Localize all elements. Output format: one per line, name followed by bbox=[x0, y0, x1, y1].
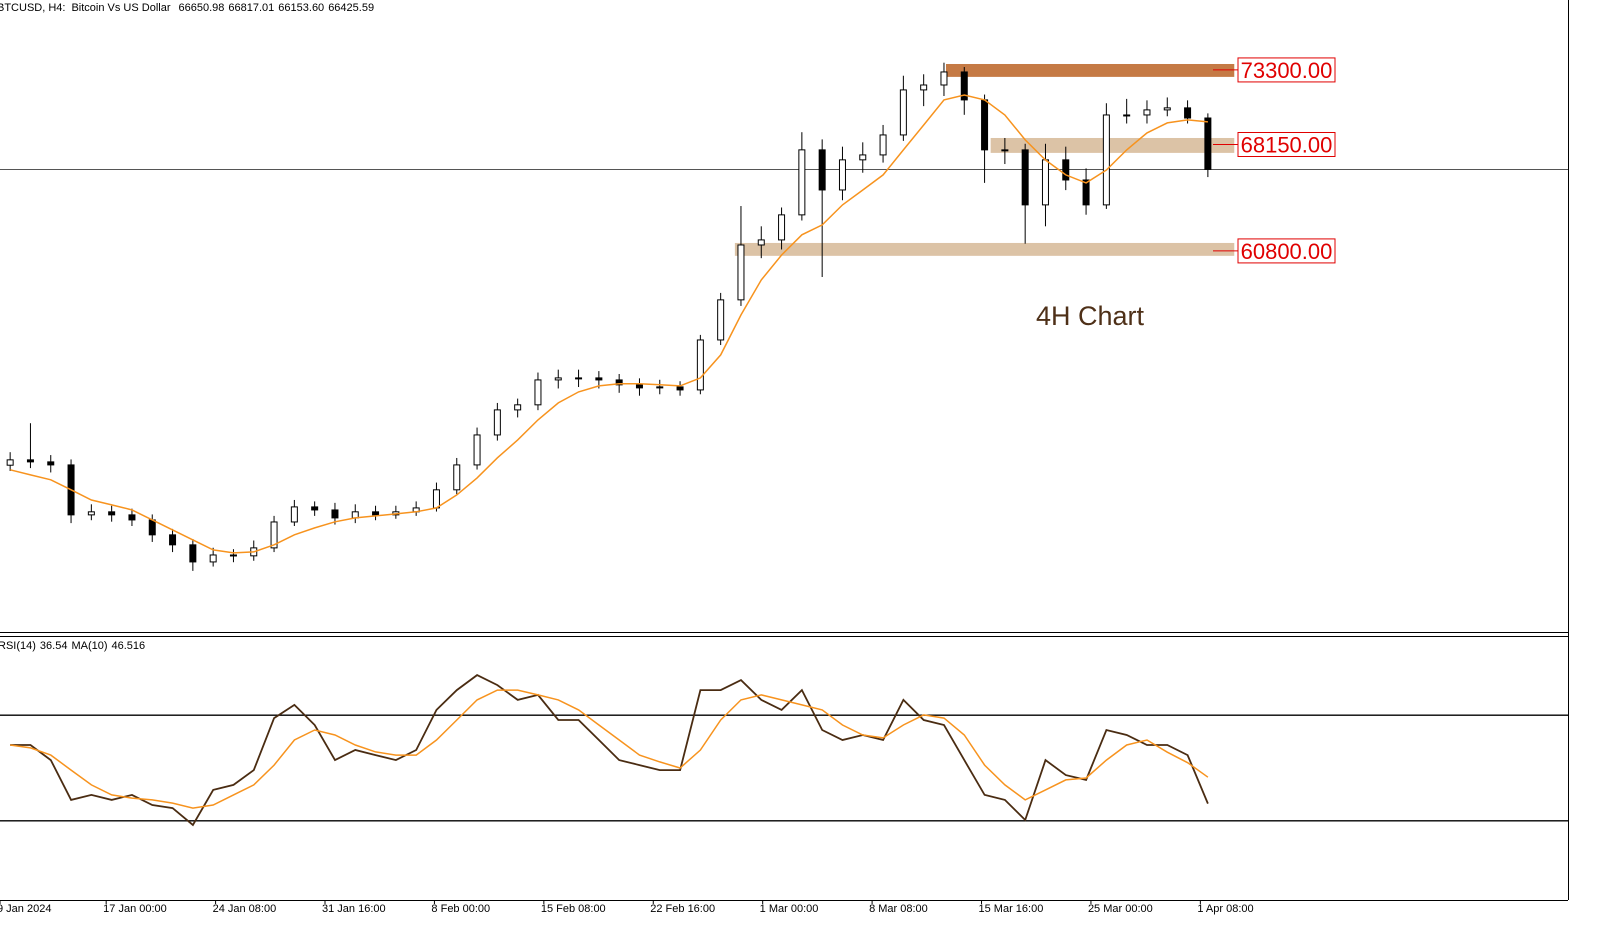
x-tick-label: 17 Jan 00:00 bbox=[103, 903, 167, 915]
candle-body bbox=[189, 544, 197, 563]
rsi-ma-line bbox=[10, 689, 1209, 809]
x-tick-label: 25 Mar 00:00 bbox=[1088, 903, 1153, 915]
x-tick-label: 31 Jan 16:00 bbox=[322, 903, 386, 915]
rsi-ma-name: MA(10) bbox=[71, 640, 107, 652]
candle-body bbox=[1082, 179, 1090, 206]
x-tick-label: 24 Jan 08:00 bbox=[213, 903, 277, 915]
rsi-header: RSI(14) 36.54 MA(10) 46.516 bbox=[0, 640, 145, 652]
zone bbox=[945, 63, 1235, 77]
x-tick-label: 1 Apr 08:00 bbox=[1197, 903, 1253, 915]
candle-body bbox=[676, 386, 684, 391]
candle-body bbox=[148, 519, 156, 536]
candle-body bbox=[26, 459, 34, 463]
candle-body bbox=[1163, 107, 1171, 111]
level-label: 68150.00 bbox=[1241, 132, 1333, 157]
candle-body bbox=[920, 84, 928, 91]
candle-body bbox=[169, 534, 177, 546]
rsi-name: RSI(14) bbox=[0, 640, 36, 652]
candle-body bbox=[960, 71, 968, 101]
candle-body bbox=[981, 99, 989, 151]
candle-body bbox=[778, 214, 786, 241]
candle-body bbox=[1062, 159, 1070, 181]
candle-body bbox=[818, 149, 826, 191]
level-label-box bbox=[1237, 57, 1336, 83]
x-tick-label: 15 Mar 16:00 bbox=[979, 903, 1044, 915]
x-tick-label: 15 Feb 08:00 bbox=[541, 903, 606, 915]
candle-body bbox=[635, 384, 643, 389]
high-value: 66817.01 bbox=[228, 2, 274, 14]
annotation: 4H Chart bbox=[1036, 301, 1145, 331]
candle-body bbox=[534, 379, 542, 406]
candle-body bbox=[47, 461, 55, 466]
candle-body bbox=[473, 434, 481, 466]
level-label-box bbox=[1237, 238, 1336, 264]
candle-body bbox=[6, 459, 14, 466]
candle-body bbox=[108, 511, 116, 516]
candle-body bbox=[270, 521, 278, 549]
candle-body bbox=[453, 464, 461, 491]
candle-body bbox=[1184, 107, 1192, 119]
candle-body bbox=[899, 89, 907, 136]
candle-body bbox=[1021, 149, 1029, 206]
candle-body bbox=[128, 514, 136, 521]
x-tick-label: 8 Mar 08:00 bbox=[869, 903, 928, 915]
candle-body bbox=[290, 506, 298, 523]
level-label: 73300.00 bbox=[1241, 58, 1333, 83]
description: Bitcoin Vs US Dollar bbox=[71, 2, 170, 14]
candle-body bbox=[1001, 149, 1009, 152]
rsi-line bbox=[10, 674, 1209, 827]
candle-body bbox=[209, 554, 217, 563]
x-tick-label: 1 Mar 00:00 bbox=[760, 903, 819, 915]
candle-body bbox=[372, 511, 380, 516]
zone bbox=[734, 242, 1235, 256]
low-value: 66153.60 bbox=[278, 2, 324, 14]
close-value: 66425.59 bbox=[328, 2, 374, 14]
candle-body bbox=[656, 386, 664, 389]
candle-body bbox=[554, 377, 562, 381]
candle-body bbox=[1143, 109, 1151, 116]
candle-body bbox=[879, 134, 887, 156]
candle-body bbox=[331, 509, 339, 519]
candle-body bbox=[311, 506, 319, 511]
candle-body bbox=[1204, 117, 1212, 170]
rsi-value: 36.54 bbox=[40, 640, 68, 652]
candle-body bbox=[859, 154, 867, 161]
rsi-ma-value: 46.516 bbox=[112, 640, 146, 652]
candle-body bbox=[87, 511, 95, 516]
candle-body bbox=[798, 149, 806, 216]
zone bbox=[990, 137, 1235, 153]
level-label: 60800.00 bbox=[1241, 239, 1333, 264]
candle-body bbox=[1041, 159, 1049, 206]
candle-body bbox=[838, 159, 846, 191]
candle-body bbox=[229, 554, 237, 557]
candle-body bbox=[615, 379, 623, 386]
chart-header: BTCUSD, H4: Bitcoin Vs US Dollar 66650.98 6… bbox=[0, 2, 374, 14]
moving-average bbox=[10, 94, 1208, 554]
candle-body bbox=[493, 409, 501, 436]
symbol: BTCUSD, H4: bbox=[0, 2, 65, 14]
candle-body bbox=[514, 404, 522, 411]
candle-body bbox=[696, 339, 704, 391]
x-tick-label: 8 Feb 00:00 bbox=[431, 903, 490, 915]
x-tick-label: 22 Feb 16:00 bbox=[650, 903, 715, 915]
x-tick-label: 9 Jan 2024 bbox=[0, 903, 51, 915]
candle-body bbox=[1123, 114, 1131, 117]
candle-body bbox=[432, 489, 440, 509]
candle-body bbox=[717, 299, 725, 341]
candle-body bbox=[737, 244, 745, 301]
candle-body bbox=[940, 71, 948, 86]
candle-body bbox=[1102, 114, 1110, 206]
open-value: 66650.98 bbox=[179, 2, 225, 14]
candle-body bbox=[757, 239, 765, 246]
candle-body bbox=[575, 377, 583, 380]
candle-body bbox=[595, 377, 603, 381]
level-label-box bbox=[1237, 131, 1336, 157]
